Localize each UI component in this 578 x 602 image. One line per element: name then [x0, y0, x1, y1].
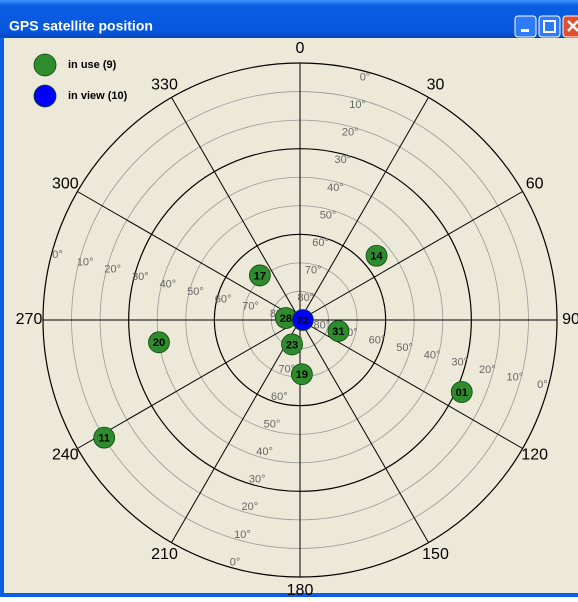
elevation-label: 60° [271, 391, 288, 403]
satellite-id: 23 [286, 339, 298, 351]
satellite [148, 331, 170, 354]
azimuth-label: 30 [427, 77, 445, 94]
window-title: GPS satellite position [9, 18, 153, 34]
elevation-label: 0° [52, 249, 63, 261]
minimize-icon [521, 29, 529, 32]
elevation-label: 70° [305, 265, 322, 277]
satellite-id: 19 [296, 369, 308, 381]
elevation-label: 50° [396, 342, 413, 354]
satellite-id: 20 [153, 337, 165, 349]
maximize-icon [543, 20, 556, 33]
satellite-id: 11 [98, 433, 110, 445]
azimuth-label: 150 [422, 546, 449, 563]
satellite [281, 333, 303, 356]
elevation-label: 50° [264, 418, 281, 430]
elevation-label: 60° [312, 237, 329, 249]
azimuth-line [171, 319, 301, 543]
elevation-label: 40° [256, 446, 273, 458]
elevation-label: 20° [241, 501, 258, 513]
elevation-label: 30° [334, 154, 351, 166]
satellite [365, 244, 388, 267]
elevation-label: 30° [451, 357, 468, 369]
azimuth-label: 330 [151, 77, 178, 94]
elevation-label: 0° [360, 71, 371, 83]
title-bar [0, 0, 578, 38]
azimuth-line [299, 97, 429, 321]
azimuth-label: 210 [151, 546, 178, 563]
azimuth-line [299, 191, 523, 321]
satellite-id: 14 [370, 251, 383, 263]
elevation-label: 40° [160, 279, 177, 291]
satellite [450, 381, 473, 403]
elevation-label: 30° [249, 474, 266, 486]
close-button[interactable] [562, 15, 578, 38]
satellite-id: 01 [456, 387, 468, 399]
legend-label: in view (10) [68, 90, 128, 102]
elevation-label: 20° [342, 127, 359, 139]
elevation-label: 80° [298, 292, 315, 304]
azimuth-label: 270 [16, 311, 43, 328]
elevation-label: 70° [242, 301, 259, 313]
azimuth-label: 240 [52, 447, 79, 464]
azimuth-line [171, 97, 301, 321]
elevation-label: 80° [313, 320, 330, 332]
elevation-label: 60° [369, 335, 386, 347]
satellite-id: 22 [297, 315, 309, 327]
satellite [291, 309, 314, 331]
legend-swatch [33, 53, 57, 77]
elevation-label: 10° [349, 99, 366, 111]
legend-swatch [33, 84, 57, 108]
elevation-label: 40° [327, 182, 344, 194]
satellite [327, 320, 350, 342]
azimuth-label: 90 [562, 311, 578, 328]
azimuth-line [77, 191, 301, 321]
maximize-button[interactable] [538, 15, 561, 38]
elevation-label: 50° [187, 286, 204, 298]
elevation-label: 10° [234, 529, 251, 541]
elevation-label: 60° [215, 293, 232, 305]
elevation-label: 70° [278, 363, 295, 375]
elevation-label: 10° [507, 371, 524, 383]
elevation-label: 30° [132, 271, 149, 283]
elevation-label: 0° [537, 379, 548, 391]
azimuth-label: 180 [287, 582, 314, 597]
legend-label: in use (9) [68, 59, 117, 71]
elevation-label: 40° [424, 349, 441, 361]
satellite-id: 28 [280, 313, 292, 325]
sky-plot: 0 30 60 90 120 150 180 210 240 270 300 330 0° 10° 20° 3… [16, 40, 578, 599]
satellite-id: 17 [254, 270, 266, 282]
satellite-id: 31 [332, 326, 344, 338]
azimuth-label: 300 [52, 176, 79, 193]
azimuth-label: 120 [521, 447, 548, 464]
satellite [290, 363, 313, 386]
azimuth-line [77, 319, 301, 449]
elevation-label: 20° [479, 364, 496, 376]
close-icon [567, 20, 578, 32]
azimuth-label: 0 [296, 40, 305, 57]
satellite [248, 264, 271, 287]
azimuth-line [299, 319, 429, 543]
satellite [93, 426, 116, 449]
elevation-label: 20° [104, 264, 121, 276]
minimize-button[interactable] [514, 15, 537, 38]
elevation-label: 0° [230, 556, 241, 568]
azimuth-label: 60 [526, 176, 544, 193]
elevation-label: 50° [320, 209, 337, 221]
elevation-label: 10° [77, 256, 94, 268]
